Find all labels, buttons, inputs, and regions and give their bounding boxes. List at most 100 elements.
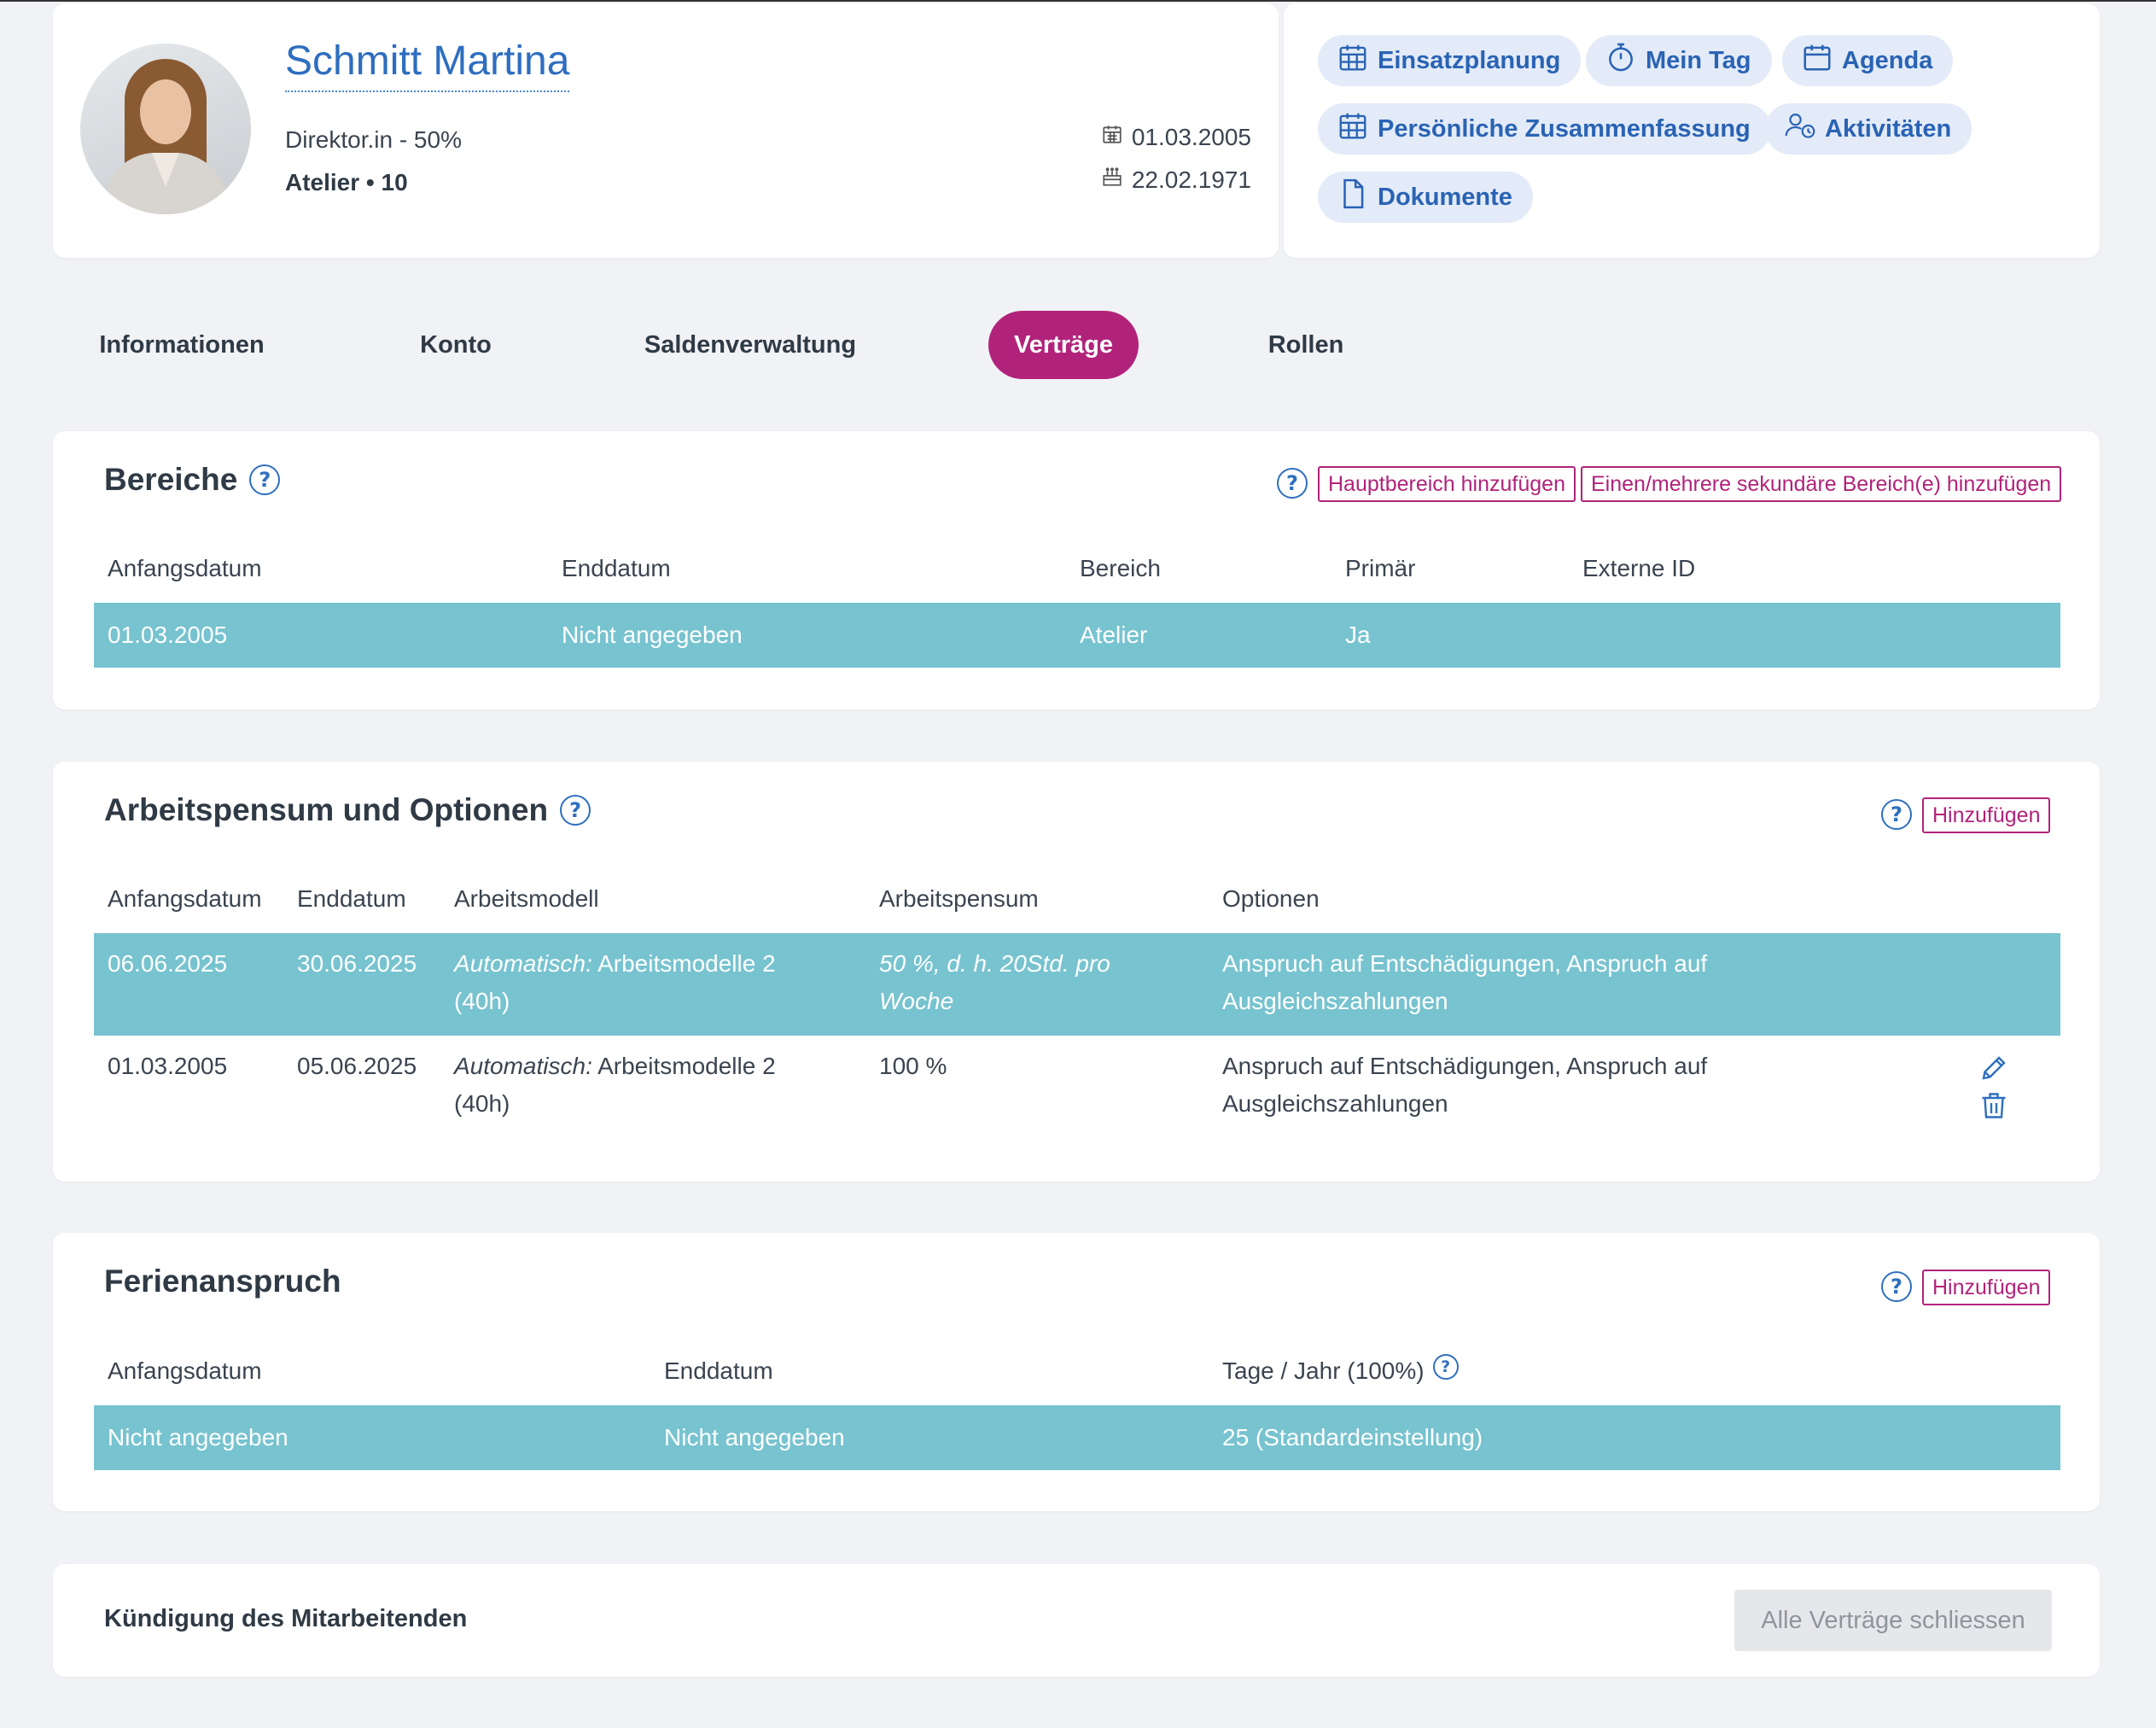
pensum-value: 100 % — [879, 1053, 947, 1079]
tab-saldenverwaltung[interactable]: Saldenverwaltung — [644, 330, 857, 359]
table-cell: 30.06.2025 — [297, 950, 417, 977]
table-row[interactable]: 01.03.2005 05.06.2025 Automatisch: Arbei… — [94, 1036, 2060, 1147]
mein-tag-button[interactable]: Mein Tag — [1586, 35, 1772, 86]
avatar — [80, 44, 251, 214]
add-main-area-button[interactable]: Hauptbereich hinzufügen — [1318, 466, 1576, 502]
dokumente-button[interactable]: Dokumente — [1318, 172, 1533, 223]
mein-tag-label: Mein Tag — [1646, 46, 1751, 74]
table-cell-model: Automatisch: Arbeitsmodelle 2 (40h) — [454, 1048, 776, 1123]
help-icon[interactable]: ? — [249, 464, 281, 495]
arbeitspensum-title-text: Arbeitspensum und Optionen — [104, 792, 549, 827]
add-workload-button[interactable]: Hinzufügen — [1922, 797, 2051, 833]
bereiche-section: Bereiche ? ? Hauptbereich hinzufügen Ein… — [53, 431, 2100, 709]
options-text: Anspruch auf Entschädigungen, Anspruch a… — [1222, 950, 1708, 977]
kuendigung-label: Kündigung des Mitarbeitenden — [104, 1605, 468, 1632]
tab-informationen[interactable]: Informationen — [99, 330, 265, 359]
column-header: Bereich — [1080, 555, 1161, 581]
table-cell: 05.06.2025 — [297, 1053, 417, 1079]
ferienanspruch-section: Ferienanspruch ? Hinzufügen Anfangsdatum… — [53, 1233, 2100, 1511]
window-top-border — [0, 0, 2156, 2]
table-cell: Nicht angegeben — [664, 1424, 845, 1451]
kuendigung-section: Kündigung des Mitarbeitenden Alle Verträ… — [53, 1564, 2100, 1677]
column-header: Arbeitsmodell — [454, 885, 599, 912]
table-cell-pensum: 50 %, d. h. 20Std. pro Woche — [879, 945, 1110, 1020]
model-prefix: Automatisch: — [454, 1053, 592, 1079]
column-header: Arbeitspensum — [879, 885, 1039, 912]
dokumente-label: Dokumente — [1378, 183, 1512, 211]
table-row[interactable]: 06.06.2025 30.06.2025 Automatisch: Arbei… — [94, 933, 2060, 1036]
column-header: Enddatum — [562, 555, 671, 581]
column-header: Optionen — [1222, 885, 1320, 912]
stopwatch-icon — [1605, 41, 1637, 80]
model-prefix: Automatisch: — [454, 950, 592, 977]
help-icon[interactable]: ? — [1881, 1271, 1912, 1302]
calendar-grid-icon — [1337, 109, 1369, 149]
column-header: Anfangsdatum — [108, 1357, 262, 1384]
employee-name-link[interactable]: Schmitt Martina — [285, 36, 570, 92]
entry-date: 01.03.2005 — [1101, 123, 1251, 151]
document-icon — [1337, 178, 1369, 217]
pensum-unit: Woche — [879, 988, 954, 1014]
column-header: Anfangsdatum — [108, 885, 262, 912]
help-icon[interactable]: ? — [560, 795, 591, 826]
table-cell: 06.06.2025 — [108, 950, 228, 977]
add-vacation-button[interactable]: Hinzufügen — [1922, 1270, 2051, 1305]
help-icon[interactable]: ? — [1277, 468, 1308, 499]
birthday-cake-icon — [1101, 166, 1123, 194]
ferien-title-text: Ferienanspruch — [104, 1264, 341, 1299]
help-icon[interactable]: ? — [1432, 1354, 1459, 1380]
edit-pencil-icon[interactable] — [1977, 1051, 2011, 1085]
help-icon[interactable]: ? — [1881, 799, 1912, 830]
column-header: Primär — [1345, 555, 1416, 581]
column-header: Enddatum — [664, 1357, 773, 1384]
arbeitspensum-section: Arbeitspensum und Optionen ? ? Hinzufüge… — [53, 762, 2100, 1182]
pensum-value: 50 %, d. h. 20Std. pro — [879, 950, 1110, 977]
persoenliche-zusammenfassung-label: Persönliche Zusammenfassung — [1378, 114, 1751, 143]
days-header-text: Tage / Jahr (100%) — [1222, 1357, 1425, 1384]
table-cell: Nicht angegeben — [562, 622, 743, 648]
column-header-days: Tage / Jahr (100%) ? — [1222, 1354, 1459, 1385]
table-cell-options: Anspruch auf Entschädigungen, Anspruch a… — [1222, 945, 1707, 1020]
tab-rollen[interactable]: Rollen — [1267, 330, 1344, 359]
entry-date-value: 01.03.2005 — [1131, 123, 1251, 150]
persoenliche-zusammenfassung-button[interactable]: Persönliche Zusammenfassung — [1318, 103, 1771, 155]
aktivitaeten-button[interactable]: Aktivitäten — [1765, 103, 1972, 155]
tab-vertraege[interactable]: Verträge — [988, 311, 1139, 379]
table-cell-options: Anspruch auf Entschädigungen, Anspruch a… — [1222, 1048, 1707, 1123]
column-header: Anfangsdatum — [108, 555, 262, 581]
table-cell: Ja — [1345, 622, 1371, 648]
close-all-contracts-button[interactable]: Alle Verträge schliessen — [1734, 1590, 2052, 1651]
employee-location: Atelier • 10 — [285, 169, 408, 196]
calendar-grid-icon — [1337, 41, 1369, 80]
table-row[interactable]: Nicht angegeben Nicht angegeben 25 (Stan… — [94, 1405, 2060, 1470]
agenda-label: Agenda — [1842, 46, 1933, 74]
table-cell-pensum: 100 % — [879, 1048, 947, 1085]
table-row[interactable]: 01.03.2005 Nicht angegeben Atelier Ja — [94, 603, 2060, 668]
table-cell: 01.03.2005 — [108, 1053, 228, 1079]
agenda-button[interactable]: Agenda — [1782, 35, 1954, 86]
model-name: Arbeitsmodelle 2 — [597, 950, 776, 977]
einsatzplanung-label: Einsatzplanung — [1378, 46, 1561, 74]
model-hours: (40h) — [454, 988, 510, 1014]
bereiche-title: Bereiche ? — [104, 462, 281, 498]
column-header: Externe ID — [1582, 555, 1696, 581]
table-cell: 25 (Standardeinstellung) — [1222, 1424, 1483, 1451]
ferien-title: Ferienanspruch — [104, 1264, 341, 1299]
options-text: Ausgleichszahlungen — [1222, 988, 1448, 1014]
add-secondary-area-button[interactable]: Einen/mehrere sekundäre Bereich(e) hinzu… — [1581, 466, 2062, 502]
table-cell: Nicht angegeben — [108, 1424, 288, 1451]
column-header: Enddatum — [297, 885, 406, 912]
calendar-icon — [1801, 41, 1833, 80]
employee-role: Direktor.in - 50% — [285, 126, 462, 153]
options-text: Ausgleichszahlungen — [1222, 1090, 1448, 1117]
birth-date: 22.02.1971 — [1101, 166, 1251, 194]
profile-card: Schmitt Martina Direktor.in - 50% Atelie… — [53, 3, 1279, 258]
table-cell-model: Automatisch: Arbeitsmodelle 2 (40h) — [454, 945, 776, 1020]
model-hours: (40h) — [454, 1090, 510, 1117]
tab-konto[interactable]: Konto — [420, 330, 492, 359]
einsatzplanung-button[interactable]: Einsatzplanung — [1318, 35, 1582, 86]
trash-icon[interactable] — [1977, 1089, 2011, 1123]
table-cell: 01.03.2005 — [108, 622, 228, 648]
birth-date-value: 22.02.1971 — [1131, 166, 1251, 193]
bereiche-title-text: Bereiche — [104, 462, 238, 497]
